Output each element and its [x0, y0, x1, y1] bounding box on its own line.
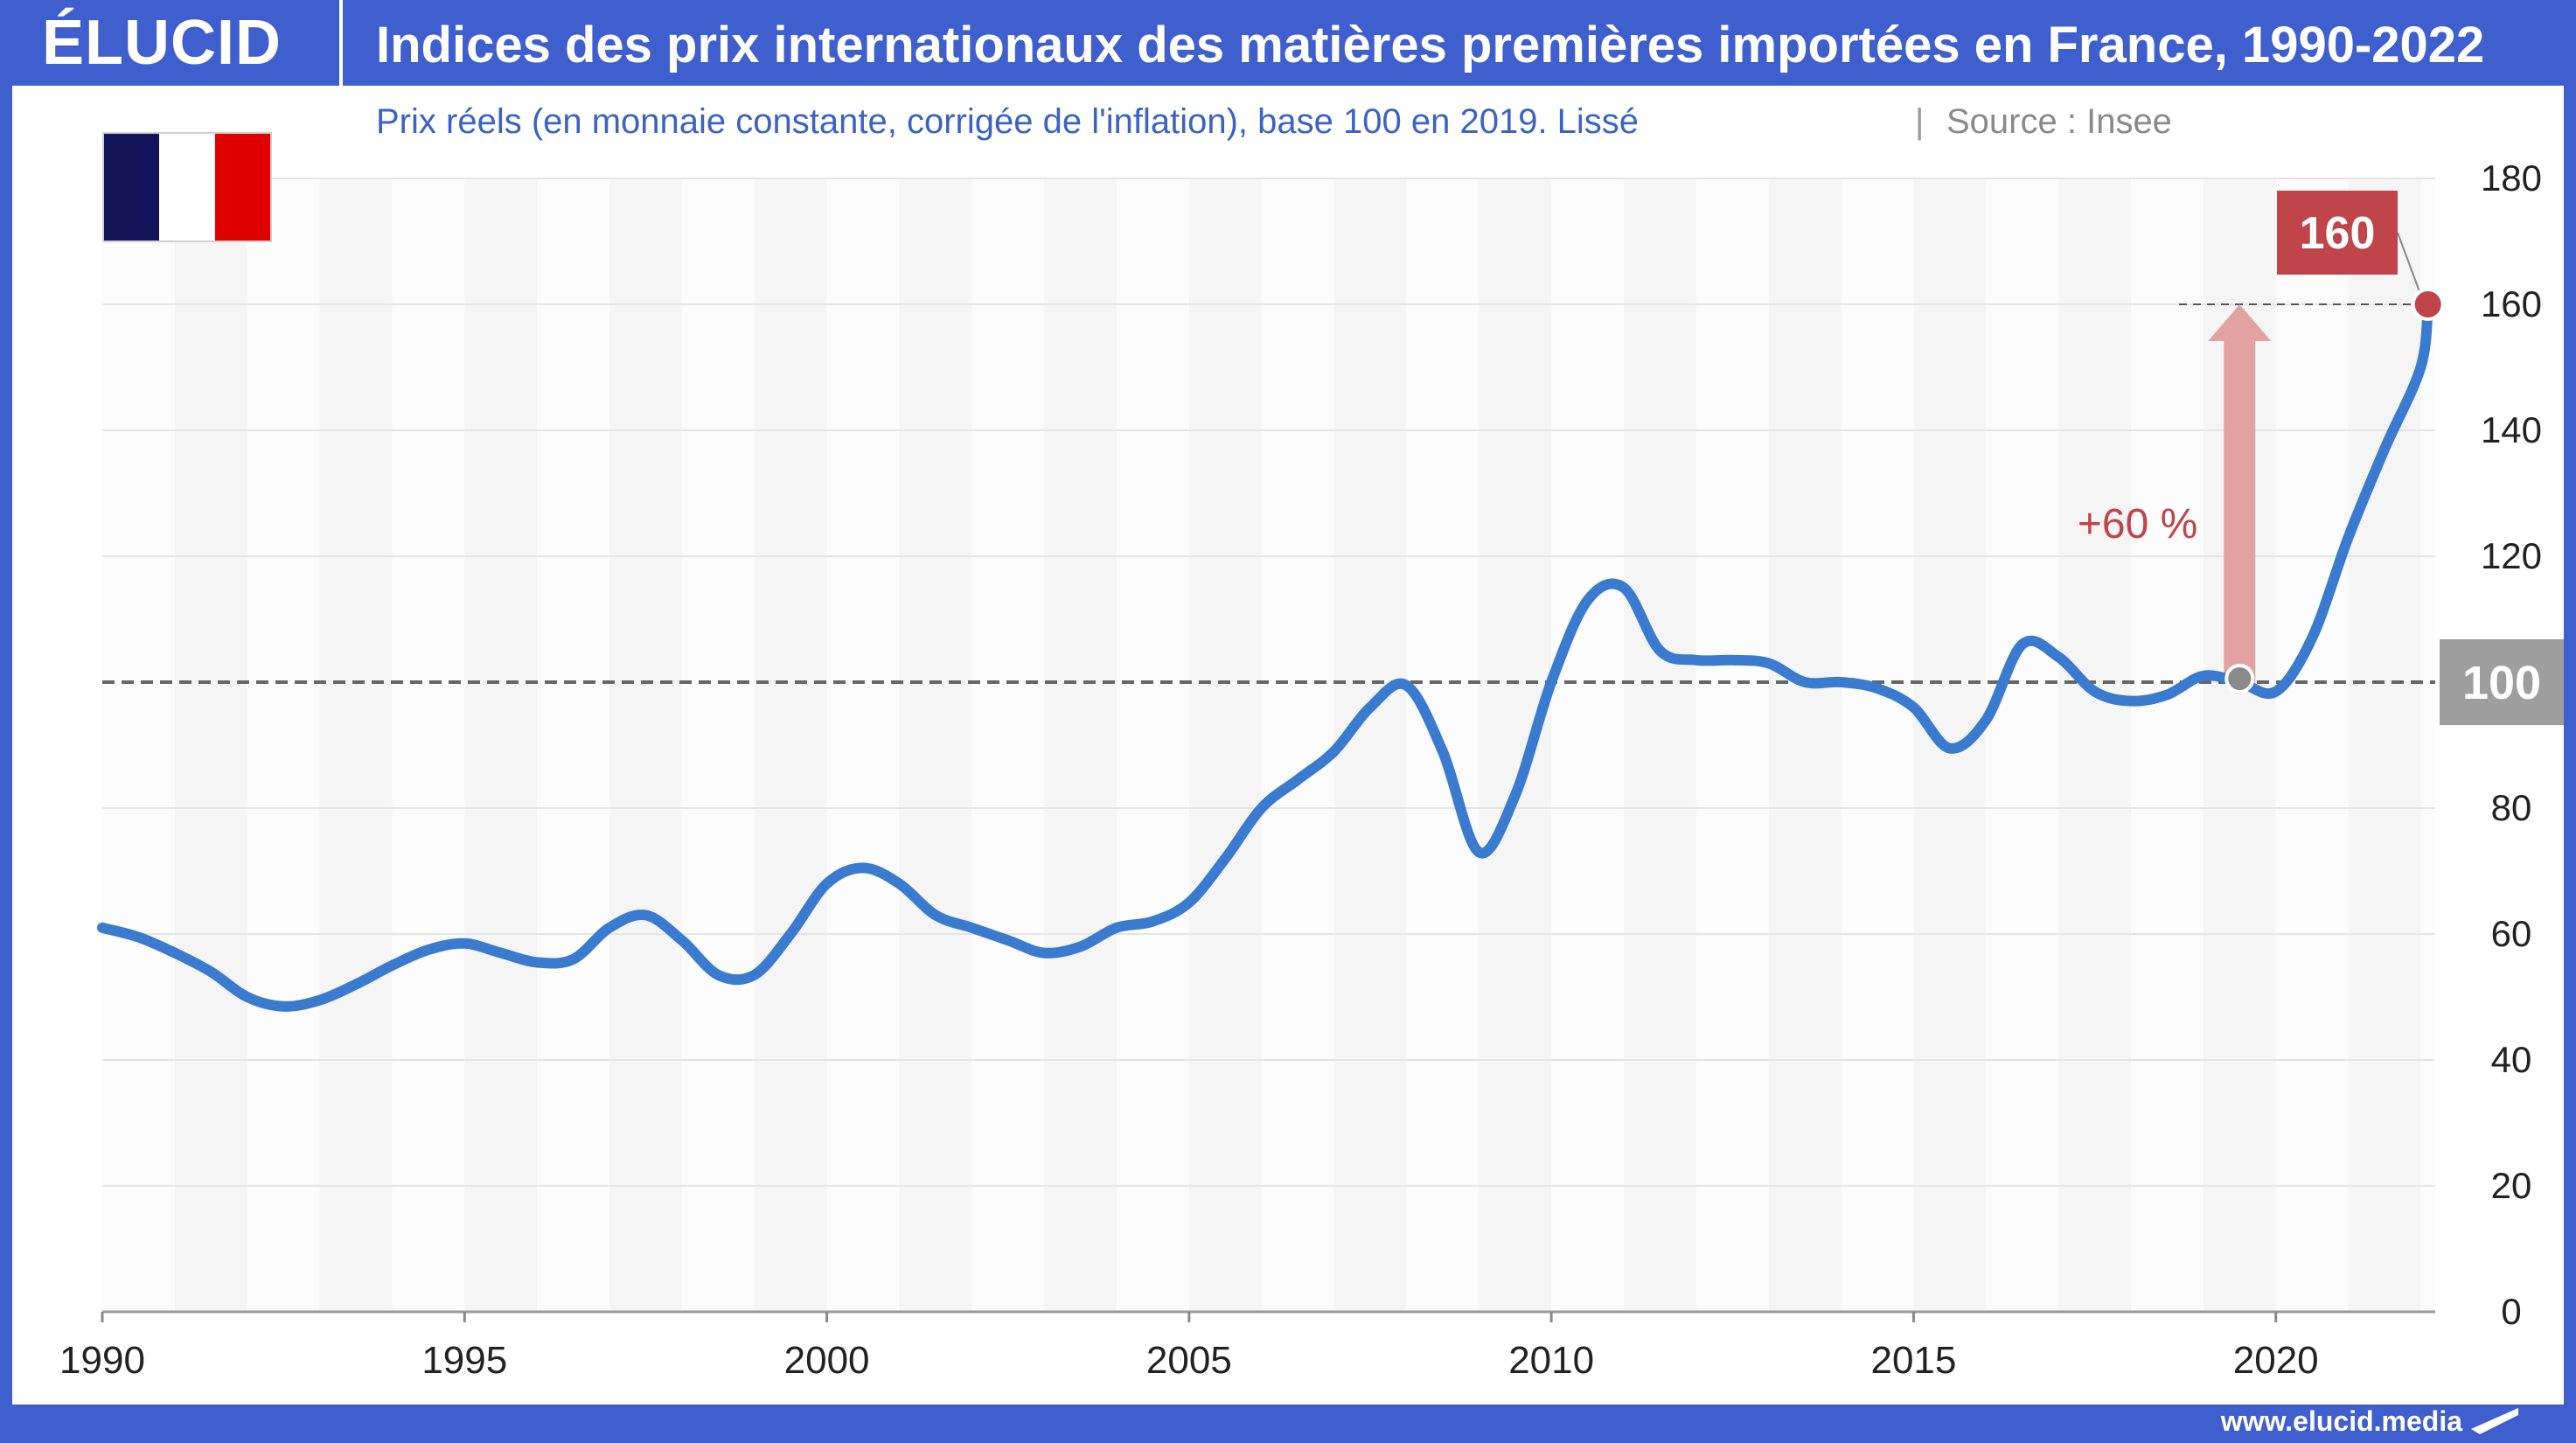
- end-value-label: 160: [2300, 208, 2376, 259]
- header-bar: ÉLUCID Indices des prix internationaux d…: [0, 0, 2576, 86]
- y-tick-label: 20: [2491, 1165, 2532, 1206]
- year-band: [102, 178, 175, 1312]
- year-band: [2420, 178, 2435, 1312]
- y-tick-label: 0: [2501, 1291, 2521, 1332]
- chart-panel: 1990 1995 2000 2005 2010 2015 2020 0 20 40 60 80 12…: [12, 86, 2564, 1405]
- year-band: [826, 178, 900, 1312]
- increase-arrow-shaft: [2224, 339, 2256, 682]
- reference-value-box: [2440, 639, 2564, 725]
- x-tick-label: 1995: [421, 1339, 507, 1382]
- y-tick-label: 60: [2491, 913, 2532, 954]
- year-band: [2275, 178, 2349, 1312]
- year-band: [1695, 178, 1769, 1312]
- line-chart: 1990 1995 2000 2005 2010 2015 2020 0 20 40 60 80 12…: [59, 102, 2564, 1382]
- y-tick-label: 180: [2481, 157, 2542, 199]
- flag-icon: [102, 132, 272, 242]
- x-axis-ticks: 1990 1995 2000 2005 2010 2015 2020: [59, 1312, 2319, 1382]
- reference-point-marker: [2224, 664, 2255, 694]
- y-tick-label: 160: [2481, 283, 2542, 324]
- x-tick-label: 1990: [59, 1339, 145, 1382]
- y-tick-label: 140: [2481, 409, 2542, 450]
- flag-border: [102, 132, 272, 242]
- subtitle-separator: |: [1915, 102, 1924, 141]
- series-line: [97, 299, 2433, 1012]
- year-band: [1841, 178, 1914, 1312]
- chart-title: Indices des prix internationaux des mati…: [376, 17, 2485, 73]
- footer-url[interactable]: www.elucid.media: [2220, 1405, 2462, 1437]
- alternating-year-bands: [102, 178, 2435, 1312]
- x-tick-label: 2000: [784, 1339, 870, 1382]
- y-tick-label: 120: [2481, 535, 2542, 576]
- y-axis-ticks: 0 20 40 60 80 120 140 160 180: [2481, 157, 2542, 1332]
- flag-red-stripe: [215, 133, 271, 241]
- year-band: [247, 178, 320, 1312]
- year-band: [681, 178, 755, 1312]
- year-band: [971, 178, 1045, 1312]
- change-percent-label: +60 %: [2078, 501, 2197, 547]
- y-tick-label: 80: [2491, 787, 2532, 828]
- y-tick-label: 40: [2491, 1039, 2532, 1080]
- reference-value-label: 100: [2462, 657, 2541, 709]
- x-tick-label: 2015: [1870, 1339, 1956, 1382]
- flag-white-stripe: [159, 133, 215, 241]
- flag-blue-stripe: [103, 133, 159, 241]
- brand-mark-icon: [2471, 1408, 2518, 1434]
- increase-arrow-head: [2208, 304, 2272, 341]
- year-band: [1551, 178, 1624, 1312]
- source-label: Source : Insee: [1946, 102, 2172, 141]
- end-value-box: [2277, 191, 2398, 275]
- year-band: [1117, 178, 1189, 1312]
- x-tick-label: 2020: [2233, 1339, 2319, 1382]
- year-band: [2131, 178, 2204, 1312]
- x-tick-label: 2005: [1146, 1339, 1232, 1382]
- year-band: [1986, 178, 2059, 1312]
- end-value-leader-line: [2397, 232, 2422, 296]
- end-point-marker: [2411, 288, 2445, 321]
- chart-subtitle: Prix réels (en monnaie constante, corrig…: [376, 102, 1639, 141]
- brand-logo[interactable]: ÉLUCID: [42, 8, 282, 78]
- year-band: [1261, 178, 1334, 1312]
- year-band: [392, 178, 465, 1312]
- year-band: [537, 178, 609, 1312]
- x-tick-label: 2010: [1508, 1339, 1594, 1382]
- header-divider: [339, 0, 343, 86]
